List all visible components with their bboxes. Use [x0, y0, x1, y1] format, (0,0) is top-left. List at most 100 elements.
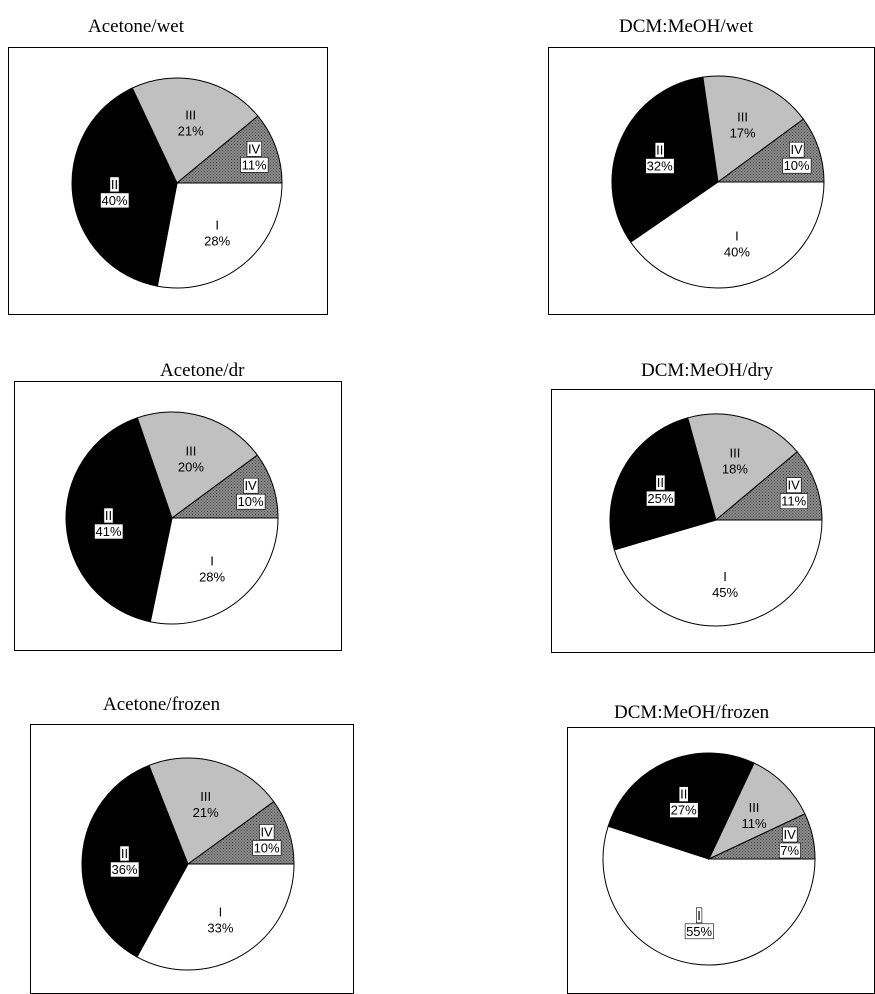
slice-category-label: III	[185, 443, 196, 458]
pie-frame: I 28% II 41% III 20% IV 10%	[14, 381, 342, 651]
slice-category-label: III	[737, 109, 748, 124]
label-box	[678, 786, 689, 802]
pie-frame: I 55% II 27% III 11% IV 7%	[567, 727, 875, 994]
slice-i-label: I45%	[712, 569, 738, 600]
label-box	[646, 490, 676, 507]
label-box	[259, 824, 275, 840]
slice-category-label: IV	[248, 141, 261, 156]
slice-ii	[65, 417, 173, 623]
slice-percent-label: 10%	[784, 158, 810, 173]
slice-percent-label: 41%	[95, 524, 121, 539]
label-box	[786, 477, 802, 493]
label-box	[119, 845, 130, 862]
slice-category-label: III	[729, 445, 740, 460]
slice-percent-label: 11%	[242, 157, 267, 172]
label-box	[103, 507, 114, 524]
chart-title: DCM:MeOH/wet	[619, 16, 754, 37]
slice-percent-label: 33%	[207, 921, 233, 936]
slice-i-label: I28%	[204, 218, 230, 249]
slice-i	[613, 519, 823, 627]
slice-percent-label: 28%	[199, 569, 225, 584]
pie-frame: I 40% II 32% III 17% IV 10%	[548, 47, 875, 315]
slice-iii	[702, 75, 805, 183]
label-box	[782, 157, 812, 174]
label-box	[779, 493, 808, 509]
slice-percent-label: 11%	[741, 816, 766, 831]
slice-category-label: I	[215, 218, 219, 233]
slice-percent-label: 25%	[647, 491, 673, 506]
slice-category-label: IV	[790, 142, 803, 157]
slice-percent-label: 55%	[686, 924, 712, 939]
slice-iii	[148, 757, 275, 865]
slice-i-label: I55%	[684, 907, 714, 940]
slice-percent-label: 28%	[204, 234, 230, 249]
slice-iii	[707, 762, 806, 861]
pie-frame: I 45% II 25% III 18% IV 11%	[551, 389, 875, 653]
slice-percent-label: 21%	[178, 124, 204, 139]
chart-title: Acetone/frozen	[103, 694, 221, 715]
slice-percent-label: 27%	[671, 803, 697, 818]
slice-percent-label: 17%	[730, 125, 756, 140]
slice-category-label: I	[735, 229, 739, 244]
slice-category-label: II	[657, 475, 664, 490]
slice-percent-label: 21%	[193, 805, 219, 820]
slice-iv-label: IV7%	[779, 826, 801, 859]
label-box	[94, 523, 124, 540]
slice-i	[602, 825, 816, 966]
slice-i	[149, 517, 279, 625]
chart-title: DCM:MeOH/dry	[641, 360, 773, 381]
slice-category-label: IV	[260, 825, 273, 840]
slice-category-label: III	[200, 789, 211, 804]
label-box	[246, 141, 262, 157]
label-box	[654, 142, 665, 158]
pie-frame: I 28% II 40% III 21% IV 11%	[8, 47, 328, 315]
slice-i-label: I33%	[207, 905, 233, 936]
slice-percent-label: 7%	[780, 843, 799, 858]
slice-category-label: IV	[244, 478, 257, 493]
slice-iii	[131, 77, 259, 184]
slice-category-label: II	[111, 177, 118, 192]
label-box	[779, 842, 801, 859]
label-box	[100, 192, 130, 209]
slice-percent-label: 40%	[101, 193, 127, 208]
label-box	[109, 176, 120, 193]
slice-percent-label: 32%	[647, 159, 673, 174]
label-box	[110, 861, 140, 878]
slice-category-label: IV	[788, 478, 801, 493]
slice-category-label: III	[749, 800, 760, 815]
slice-category-label: II	[680, 787, 687, 802]
slice-category-label: III	[185, 108, 196, 123]
label-box	[243, 477, 259, 494]
slice-percent-label: 18%	[722, 461, 748, 476]
label-box	[696, 907, 703, 924]
label-box	[782, 826, 798, 843]
label-box	[655, 474, 666, 491]
slice-ii	[71, 87, 178, 287]
slice-category-label: IV	[784, 827, 797, 842]
slice-category-label: I	[697, 908, 701, 923]
slice-category-label: I	[723, 569, 727, 584]
slice-category-label: II	[656, 143, 663, 158]
label-box	[252, 840, 282, 856]
slice-i-label: I40%	[724, 229, 750, 260]
slice-percent-label: 40%	[724, 245, 750, 260]
slice-i	[629, 181, 825, 289]
label-box	[645, 158, 675, 174]
slice-percent-label: 10%	[238, 494, 264, 509]
slice-i	[156, 182, 283, 289]
label-box	[789, 141, 805, 158]
